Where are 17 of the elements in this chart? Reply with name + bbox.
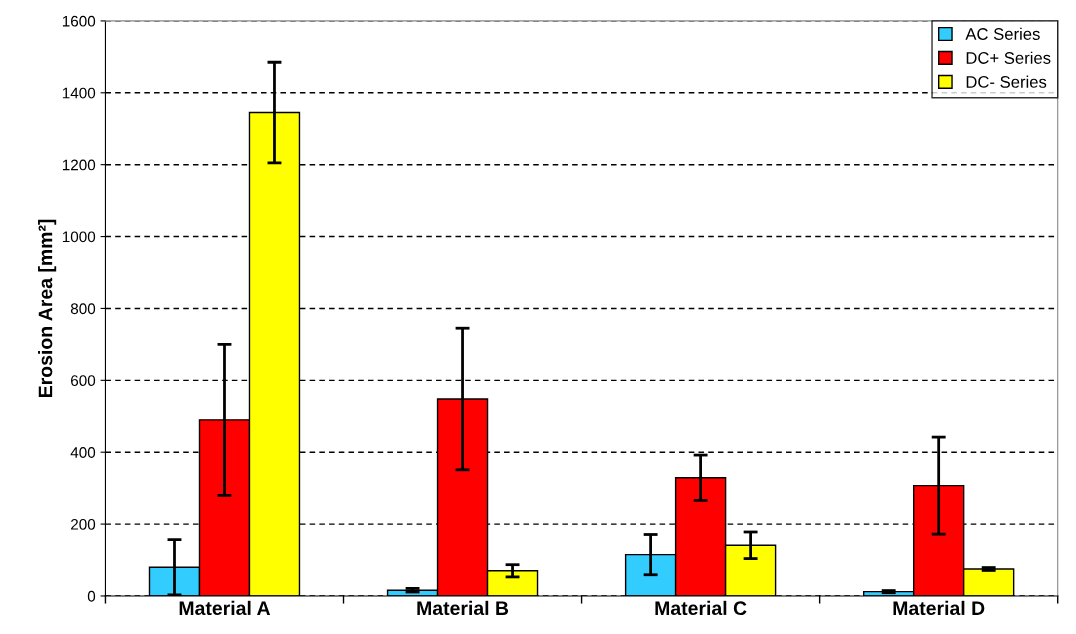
legend-label: AC Series bbox=[965, 27, 1040, 40]
y-tick-label: 1600 bbox=[62, 15, 96, 27]
y-tick-label: 800 bbox=[70, 303, 96, 315]
y-tick-label: 400 bbox=[70, 447, 96, 458]
y-tick-label: 1200 bbox=[62, 159, 96, 171]
x-tick-label: Material B bbox=[417, 600, 509, 616]
y-axis-title: Erosion Area [mm²] bbox=[38, 219, 57, 397]
y-tick-label: 200 bbox=[71, 518, 96, 530]
legend-label: DC- Series bbox=[966, 75, 1047, 88]
y-tick-label: 1000 bbox=[62, 231, 96, 243]
x-tick-label: Material A bbox=[179, 600, 271, 616]
y-tick-label: 0 bbox=[87, 590, 96, 602]
legend-label: DC+ Series bbox=[966, 51, 1051, 64]
x-tick-label: Material D bbox=[893, 600, 985, 616]
y-tick-label: 600 bbox=[71, 375, 96, 387]
y-tick-label: 1400 bbox=[62, 87, 96, 99]
x-tick-label: Material C bbox=[655, 600, 747, 616]
